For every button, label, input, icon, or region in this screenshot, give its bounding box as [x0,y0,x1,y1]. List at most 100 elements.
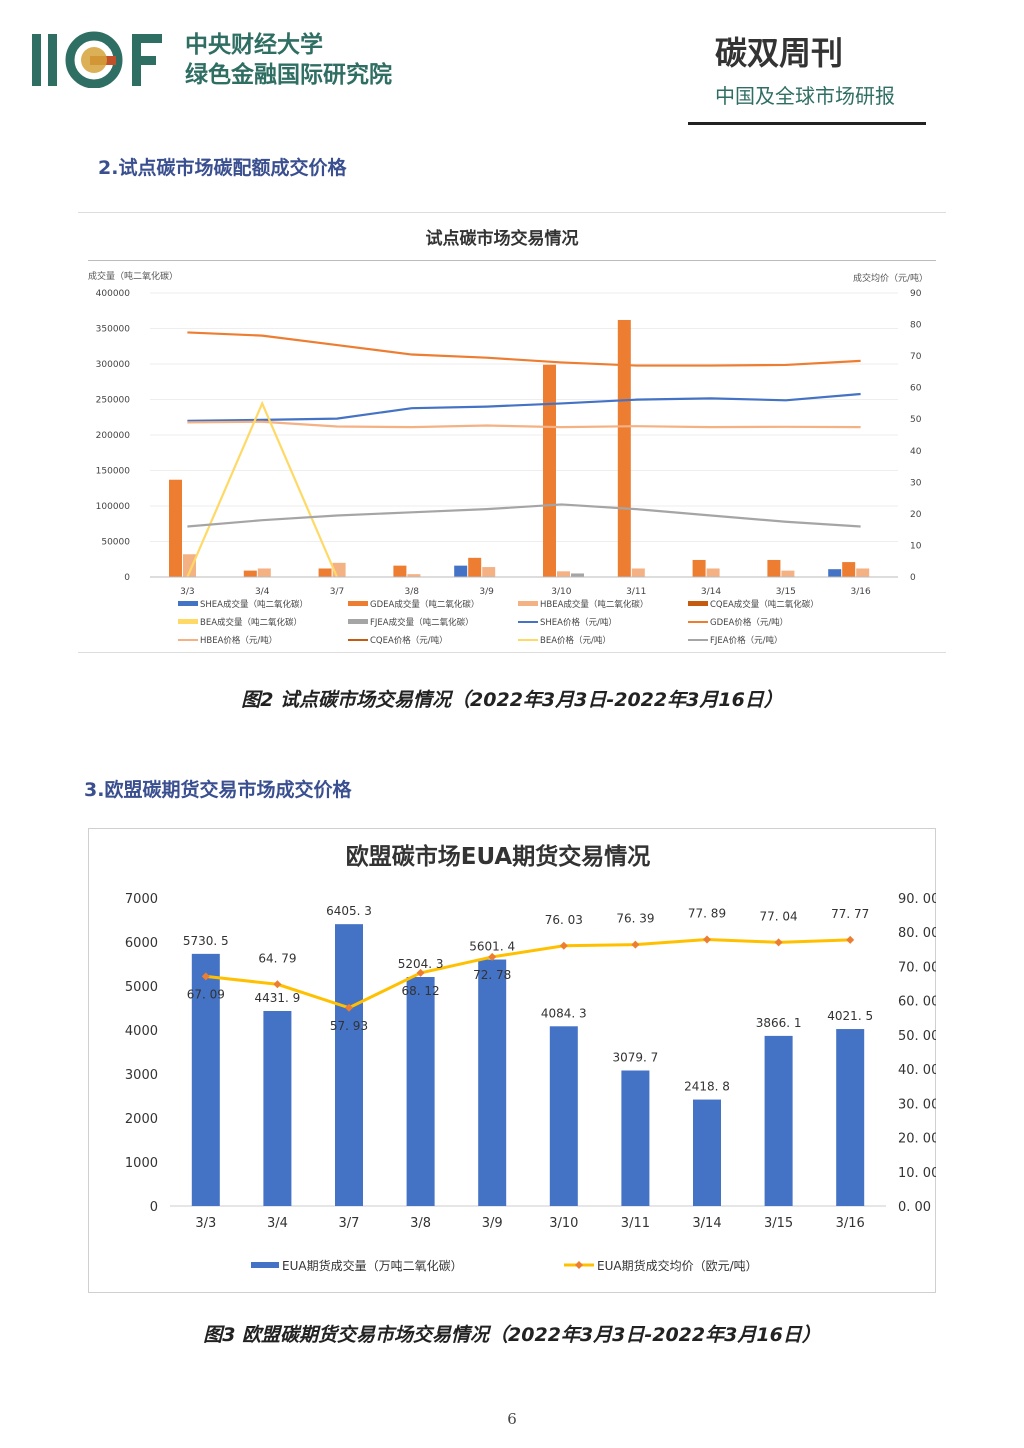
chart1-y2label: 成交均价（元/吨） [853,272,928,284]
chart1-x-tick: 3/11 [626,587,646,597]
chart1-legend-swatch [178,619,198,624]
chart1-bar [631,568,645,577]
header-rule [688,122,926,125]
chart2-price-label: 67. 09 [187,987,225,1001]
chart2-bar [621,1070,650,1206]
chart2-y2-tick: 0. 00 [898,1200,931,1215]
chart2-y2-tick: 10. 00 [898,1166,936,1181]
chart2-x-tick: 3/11 [621,1216,650,1231]
chart2-bar-label: 4021. 5 [827,1009,873,1023]
chart1-y2-tick: 40 [910,447,922,457]
chart1-x-tick: 3/16 [850,587,870,597]
chart2-y2-tick: 80. 00 [898,926,936,941]
chart2-price-marker [846,935,855,944]
org-line1: 中央财经大学 [185,32,323,58]
chart1-y-tick: 300000 [96,360,131,370]
chart1-bar [692,559,706,577]
chart2-bar [335,924,363,1206]
chart1-y2-tick: 90 [910,289,922,299]
chart1-bar [243,570,257,577]
chart1-legend-label: FJEA价格（元/吨） [710,635,782,646]
chart1-y2-tick: 60 [910,384,922,394]
chart2-price-label: 77. 77 [831,907,869,921]
chart1-y-tick: 150000 [96,467,131,477]
chart2-y2-tick: 90. 00 [898,892,936,907]
chart2-bar [478,959,507,1206]
chart1-bar [169,479,182,577]
chart1-series-line [187,331,861,367]
chart2-bar-label: 4084. 3 [541,1006,587,1020]
chart1-bar [454,565,468,577]
chart1-bar [257,568,271,577]
chart2-price-marker [416,968,425,977]
chart1-bar [617,319,631,577]
chart1-y2-tick: 0 [910,573,916,583]
chart1-y2-tick: 30 [910,478,922,488]
chart2-y-tick: 1000 [125,1156,158,1171]
chart2-price-marker [774,938,783,947]
chart1-bar [557,571,570,577]
chart2-price-label: 77. 89 [688,906,726,920]
figure2-caption: 图2 试点碳市场交易情况（2022年3月3日-2022年3月16日） [241,689,783,711]
chart2-y-tick: 2000 [125,1112,158,1127]
chart2-price-marker [201,972,210,981]
chart2-x-tick: 3/3 [195,1216,216,1231]
chart1-legend-swatch [518,601,538,606]
chart2-y-tick: 0 [150,1200,158,1215]
chart2-y2-tick: 30. 00 [898,1097,936,1112]
chart2-y2-tick: 20. 00 [898,1132,936,1147]
chart1-bar [828,569,842,577]
chart1-legend-label: HBEA成交量（吨二氧化碳） [540,599,648,610]
chart2-price-line [205,937,851,1010]
chart1-bar [781,570,795,577]
chart2-y2-tick: 60. 00 [898,995,936,1010]
section3-title: 3.欧盟碳期货交易市场成交价格 [84,779,352,801]
chart2-price-marker [488,952,497,961]
chart2-bar-label: 5204. 3 [398,957,444,971]
chart2-bar-label: 2418. 8 [684,1080,730,1094]
chart1-y2-tick: 80 [910,321,922,331]
section2-title: 2.试点碳市场碳配额成交价格 [98,157,347,179]
chart2-y-tick: 4000 [125,1024,158,1039]
chart1-legend-label: BEA成交量（吨二氧化碳） [200,617,302,628]
chart2-price-marker [631,940,640,949]
pilot-market-chart: 试点碳市场交易情况 成交量（吨二氧化碳） 成交均价（元/吨） 400000 350… [78,212,946,653]
chart2-x-tick: 3/16 [836,1216,865,1231]
chart2-y-tick: 5000 [125,980,158,995]
chart2-y-tick: 7000 [125,892,158,907]
chart1-legend-label: HBEA价格（元/吨） [200,635,277,646]
chart1-series-line [187,503,861,528]
figure3-caption: 图3 欧盟碳期货交易市场交易情况（2022年3月3日-2022年3月16日） [203,1324,821,1346]
chart1-legend-label: FJEA成交量（吨二氧化碳） [370,617,474,628]
chart1-y2-tick: 10 [910,541,922,551]
chart1-bar [706,568,720,577]
chart2-price-marker [345,1003,353,1012]
chart1-bar [856,568,870,577]
chart1-y-tick: 200000 [96,431,131,441]
chart2-price-marker [703,935,711,944]
chart1-y2-tick: 50 [910,415,922,425]
chart1-x-tick: 3/4 [255,587,270,597]
chart1-legend-label: CQEA价格（元/吨） [370,635,448,646]
chart2-price-label: 72. 78 [473,968,511,982]
chart2-price-marker [559,941,568,950]
chart2-bar [693,1099,721,1206]
chart2-title: 欧盟碳市场EUA期货交易情况 [346,843,650,870]
publication-title: 碳双周刊 [715,34,844,72]
chart2-x-tick: 3/7 [339,1216,360,1231]
chart2-bar-label: 6405. 3 [326,904,372,918]
chart1-bar [571,573,584,577]
chart2-legend-marker [575,1261,583,1269]
chart2-x-tick: 3/10 [549,1216,578,1231]
chart1-x-tick: 3/14 [701,587,721,597]
chart1-bar [842,562,856,577]
chart2-x-tick: 3/9 [482,1216,503,1231]
chart2-price-label: 57. 93 [330,1019,368,1033]
chart2-legend-swatch [251,1262,279,1268]
chart2-y2-tick: 50. 00 [898,1029,936,1044]
chart2-y2-tick: 40. 00 [898,1063,936,1078]
chart2-bar [836,1029,865,1206]
chart1-legend-label: BEA价格（元/吨） [540,635,611,646]
chart1-y-tick: 350000 [96,325,131,335]
chart1-x-tick: 3/3 [180,587,194,597]
